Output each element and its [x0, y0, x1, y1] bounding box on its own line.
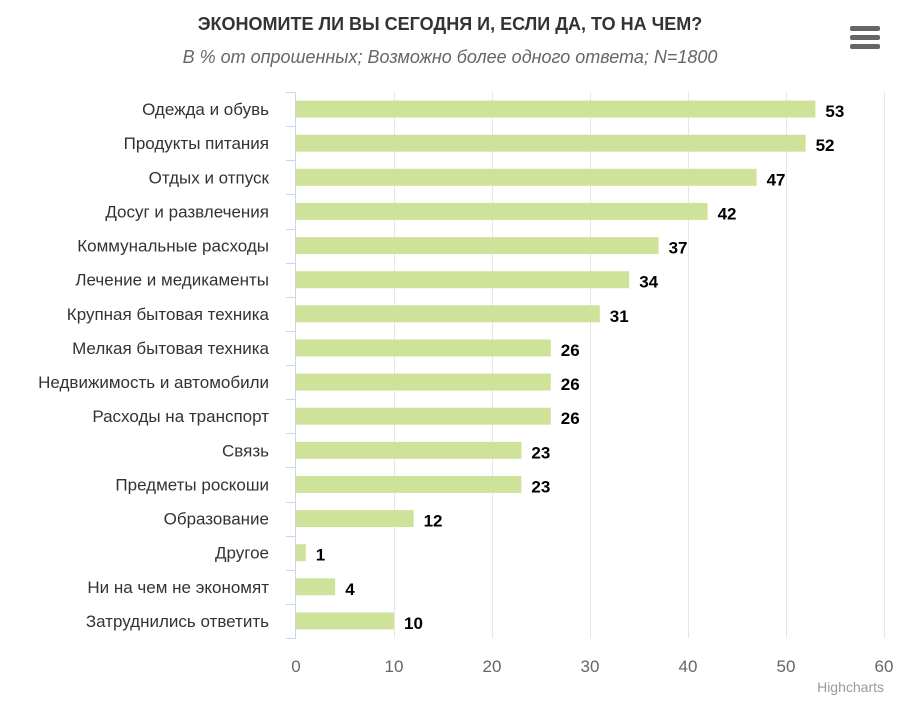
category-label: Крупная бытовая техника — [67, 305, 270, 324]
category-label: Коммунальные расходы — [77, 237, 269, 256]
data-label: 53 — [825, 102, 844, 121]
data-label: 52 — [816, 136, 835, 155]
category-label: Отдых и отпуск — [149, 168, 270, 187]
category-label: Недвижимость и автомобили — [38, 373, 269, 392]
category-label: Мелкая бытовая техника — [72, 339, 269, 358]
data-label: 26 — [561, 409, 580, 428]
bar — [296, 305, 600, 323]
category-label: Досуг и развлечения — [105, 202, 269, 221]
bar — [296, 168, 757, 186]
category-label: Затруднились ответить — [86, 612, 269, 631]
highcharts-credits[interactable]: Highcharts — [817, 679, 884, 695]
data-label: 42 — [718, 204, 737, 223]
bar — [296, 578, 336, 596]
x-tick-label: 40 — [679, 657, 698, 676]
data-label: 26 — [561, 375, 580, 394]
x-tick-label: 10 — [385, 657, 404, 676]
bar-series — [296, 100, 816, 630]
data-label: 1 — [316, 546, 325, 565]
bar — [296, 544, 306, 562]
bar — [296, 441, 522, 459]
bar — [296, 271, 630, 289]
category-label: Образование — [164, 510, 269, 529]
bar — [296, 202, 708, 220]
category-axis: Одежда и обувь Продукты питания Отдых и от… — [38, 92, 296, 639]
category-label: Лечение и медикаменты — [75, 271, 269, 290]
bar — [296, 510, 414, 528]
chart-title: ЭКОНОМИТЕ ЛИ ВЫ СЕГОДНЯ И, ЕСЛИ ДА, ТО Н… — [197, 14, 703, 34]
category-label: Ни на чем не экономят — [87, 578, 269, 597]
bar — [296, 612, 394, 630]
data-label: 47 — [767, 170, 786, 189]
data-label: 23 — [531, 477, 550, 496]
data-label: 23 — [531, 443, 550, 462]
category-label: Расходы на транспорт — [92, 407, 269, 426]
bar — [296, 134, 806, 152]
category-label: Другое — [215, 544, 269, 563]
bar — [296, 373, 551, 391]
data-label: 4 — [345, 580, 355, 599]
x-tick-label: 50 — [777, 657, 796, 676]
data-label: 12 — [424, 512, 443, 531]
bar — [296, 100, 816, 118]
x-tick-label: 0 — [291, 657, 300, 676]
bar — [296, 407, 551, 425]
data-label: 31 — [610, 307, 629, 326]
x-tick-label: 60 — [875, 657, 894, 676]
context-menu-button[interactable] — [846, 20, 884, 54]
bar — [296, 339, 551, 357]
category-label: Продукты питания — [124, 134, 269, 153]
bar — [296, 237, 659, 255]
category-label: Предметы роскоши — [115, 475, 269, 494]
data-label: 37 — [669, 239, 688, 258]
data-labels: 53 52 47 42 37 34 31 26 26 26 23 23 12 1 4 10 — [316, 102, 845, 633]
category-label: Одежда и обувь — [142, 100, 269, 119]
data-label: 26 — [561, 341, 580, 360]
data-label: 34 — [639, 273, 658, 292]
x-tick-label: 30 — [581, 657, 600, 676]
category-label: Связь — [222, 441, 269, 460]
chart-subtitle: В % от опрошенных; Возможно более одного… — [182, 47, 718, 67]
x-tick-label: 20 — [483, 657, 502, 676]
data-label: 10 — [404, 614, 423, 633]
value-axis: 0 10 20 30 40 50 60 — [291, 657, 893, 676]
bar — [296, 475, 522, 493]
hamburger-menu-icon — [850, 26, 880, 31]
